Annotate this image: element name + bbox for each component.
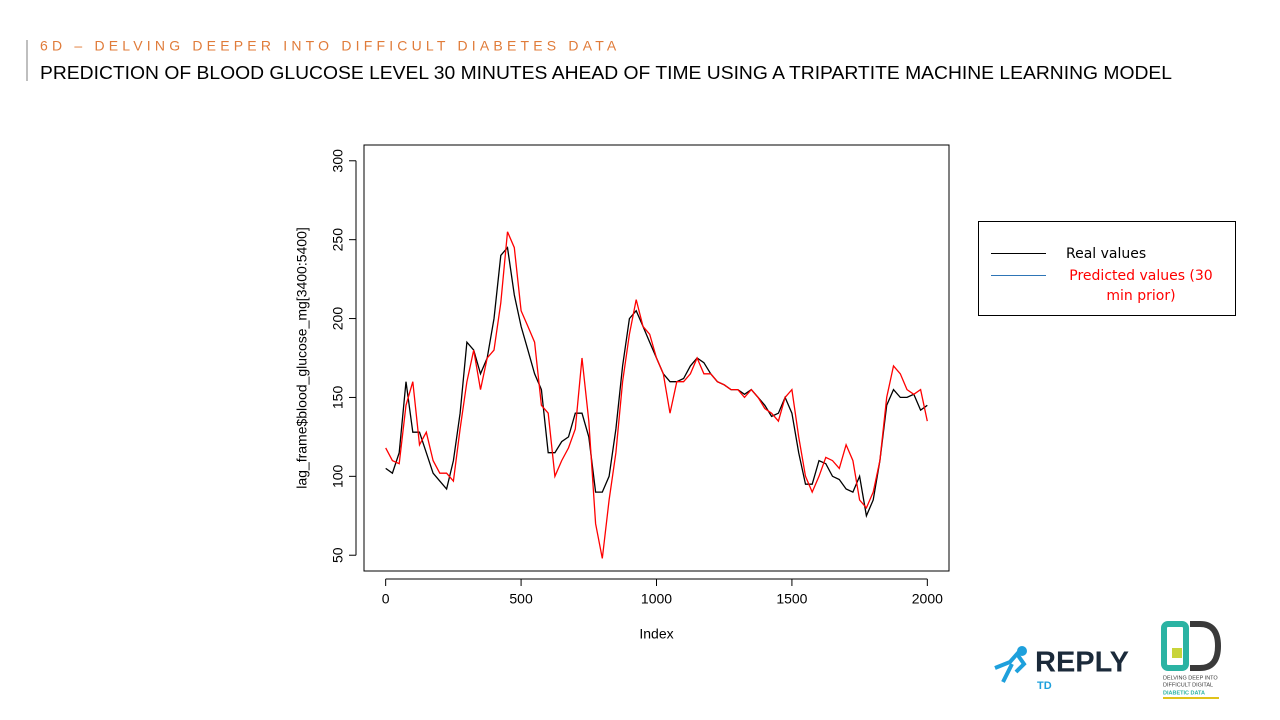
reply-sub: TD — [1037, 680, 1052, 692]
legend-swatch — [991, 275, 1046, 276]
x-tick-label: 2000 — [912, 591, 943, 607]
plot-frame — [363, 144, 950, 572]
sixd-line: DELVING DEEP INTO — [1163, 675, 1218, 681]
y-tick-label: 100 — [330, 464, 346, 488]
sixd-logo: DELVING DEEP INTO DIFFICULT DIGITAL DIAB… — [1161, 621, 1222, 699]
sixd-line: DIABETIC DATA — [1163, 690, 1205, 696]
x-tick-label: 1000 — [641, 591, 672, 607]
y-axis-label: lag_frame$blood_glucose_mg[3400:5400] — [294, 227, 310, 489]
series-line — [385, 231, 928, 559]
logo-icon — [994, 650, 1027, 683]
y-tick-label: 150 — [330, 386, 346, 410]
y-tick-label: 300 — [330, 149, 346, 173]
sixd-line: DIFFICULT DIGITAL — [1163, 682, 1213, 688]
y-tick-label: 200 — [330, 307, 346, 331]
legend-item: Predicted values (30 min prior) — [991, 266, 1216, 306]
logo-shape — [1190, 621, 1222, 671]
x-axis-label: Index — [639, 626, 673, 642]
logo-icon — [1017, 646, 1027, 656]
legend-swatch — [991, 253, 1046, 254]
logo-shape — [1172, 648, 1182, 658]
header-kicker: 6D – DELVING DEEPER INTO DIFFICULT DIABE… — [40, 38, 620, 54]
logo-shape — [1161, 621, 1189, 671]
legend-label: Predicted values (30 min prior) — [1069, 268, 1213, 304]
legend-label: Real values — [1066, 246, 1147, 262]
y-tick-label: 50 — [330, 547, 346, 563]
legend: Real values Predicted values (30 min prio… — [978, 221, 1236, 316]
x-tick-label: 0 — [382, 591, 390, 607]
y-tick-label: 250 — [330, 228, 346, 252]
x-tick-label: 1500 — [776, 591, 807, 607]
plot: 0 500 1000 1500 2000 50 100 150 200 250 300 Index la… — [294, 144, 950, 642]
header-title: PREDICTION OF BLOOD GLUCOSE LEVEL 30 MIN… — [40, 62, 1172, 83]
reply-logo: REPLY TD — [994, 646, 1129, 692]
legend-item: Real values — [991, 244, 1216, 264]
reply-name: REPLY — [1035, 647, 1129, 679]
x-tick-label: 500 — [509, 591, 533, 607]
